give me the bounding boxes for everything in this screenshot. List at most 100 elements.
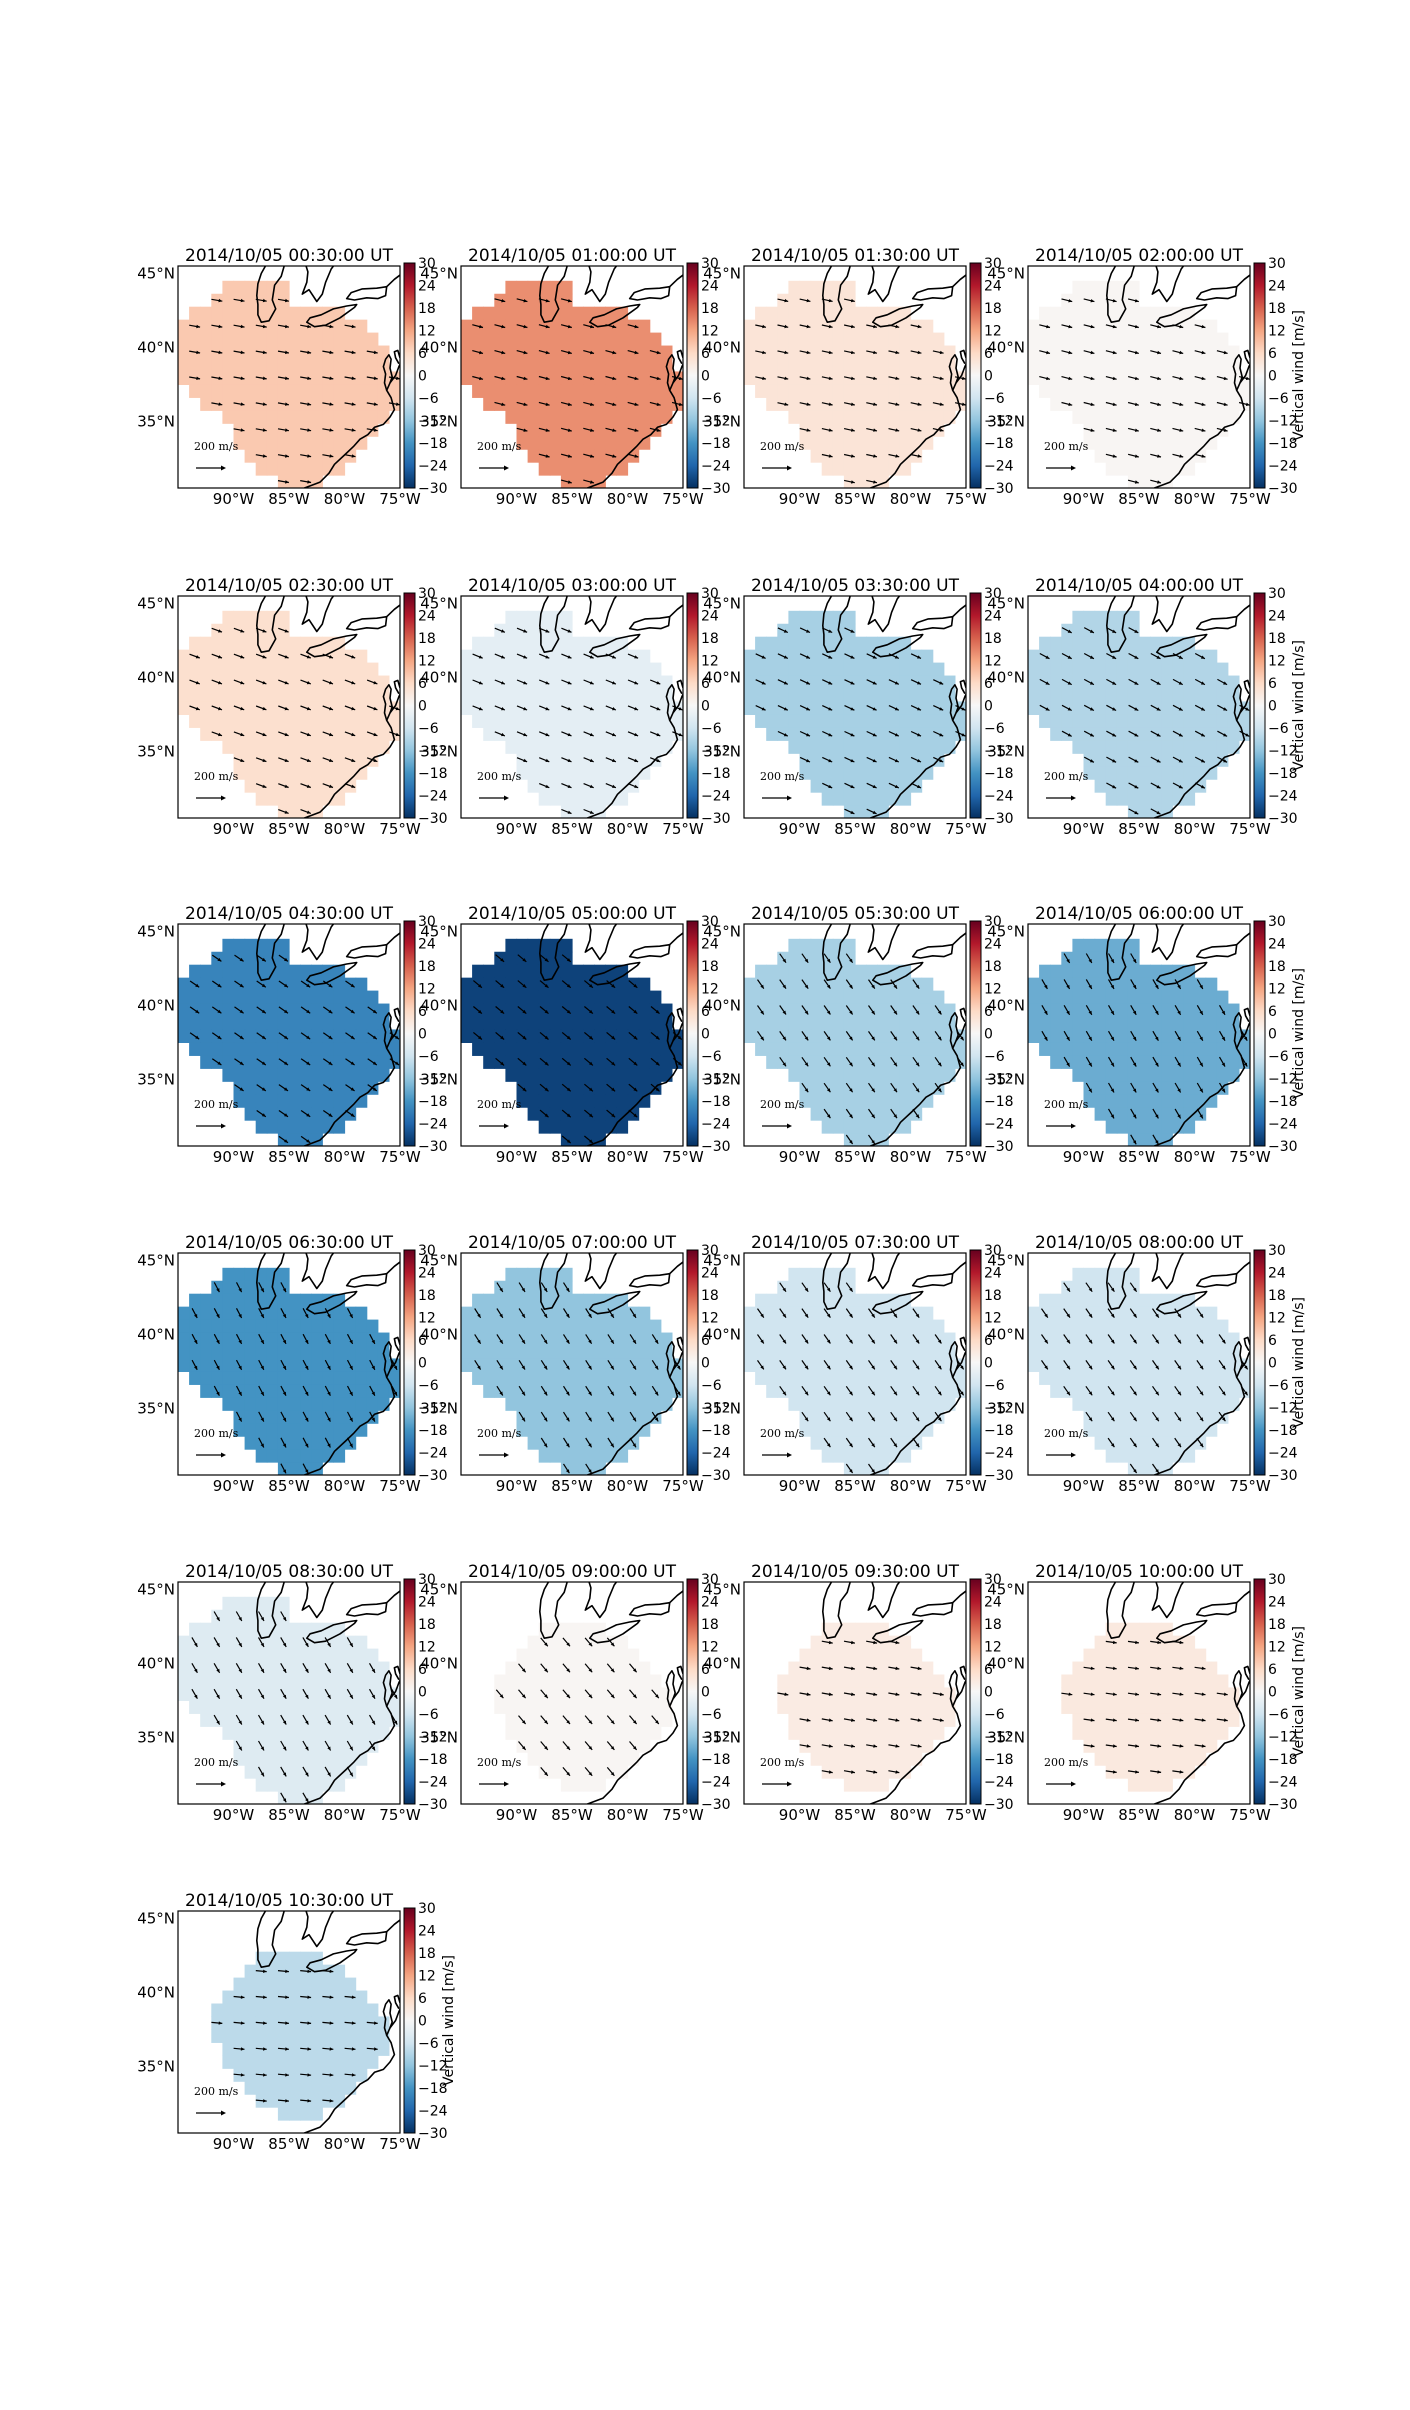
wind-cell — [616, 727, 629, 741]
wind-cell — [932, 662, 945, 677]
wind-cell — [255, 462, 268, 476]
wind-cell — [1039, 384, 1051, 398]
wind-arrow-head — [634, 758, 639, 762]
wind-cell — [788, 740, 801, 754]
wind-cell — [1150, 410, 1162, 424]
wind-cell — [222, 1384, 235, 1398]
wind-cell — [744, 358, 756, 373]
wind-cell — [572, 1055, 584, 1069]
wind-cell — [233, 688, 246, 703]
wind-cell — [1050, 701, 1062, 715]
wind-cell — [877, 423, 889, 437]
wind-cell — [660, 1029, 673, 1043]
wind-cell — [1094, 1003, 1107, 1018]
wind-cell — [832, 462, 845, 476]
wind-cell — [300, 332, 312, 347]
wind-cell — [366, 1397, 379, 1411]
wind-arrow-head — [939, 428, 944, 432]
wind-cell — [1116, 1016, 1129, 1031]
wind-cell — [1161, 740, 1173, 754]
wind-arrow-head — [501, 707, 505, 711]
wind-arrow-head — [828, 733, 833, 737]
wind-arrow-head — [1221, 1088, 1225, 1093]
wind-cell — [855, 1055, 867, 1069]
wind-cell — [766, 714, 778, 728]
wind-arrow-head — [218, 324, 223, 329]
wind-cell — [366, 332, 379, 347]
wind-cell — [1172, 1120, 1184, 1134]
wind-cell — [1072, 701, 1085, 715]
wind-cell — [1072, 688, 1085, 703]
wind-cell — [832, 727, 845, 741]
colorbar-tick-label: −12 — [418, 1072, 448, 1088]
wind-cell — [572, 1319, 584, 1334]
wind-cell — [910, 332, 923, 347]
wind-arrow-head — [917, 454, 922, 458]
wind-cell — [1127, 280, 1140, 295]
lake-outline — [1195, 615, 1238, 631]
wind-cell — [605, 410, 617, 424]
wind-cell — [1194, 1094, 1207, 1108]
wind-arrow-head — [611, 1009, 616, 1014]
wind-cell — [333, 977, 346, 992]
wind-cell — [1150, 1042, 1162, 1056]
wind-cell — [516, 436, 529, 450]
wind-cell — [461, 332, 473, 347]
wind-cell — [549, 610, 562, 625]
wind-cell — [921, 649, 934, 664]
coastline — [1232, 684, 1243, 721]
wind-cell — [921, 436, 934, 450]
wind-cell — [1105, 306, 1118, 321]
panel-title: 2014/10/05 04:30:00 UT — [185, 904, 394, 924]
quiver-key-head — [221, 1452, 226, 1458]
lat-tick-label: 40°N — [137, 996, 175, 1014]
wind-arrow-head — [218, 706, 222, 711]
wind-arrow-head — [961, 402, 966, 406]
wind-cell — [266, 1306, 279, 1321]
wind-cell — [866, 462, 878, 476]
wind-cell — [1150, 306, 1162, 321]
wind-cell — [572, 423, 584, 437]
wind-cell — [877, 306, 889, 321]
wind-arrow-head — [282, 1314, 286, 1318]
wind-cell — [549, 1068, 562, 1082]
wind-cell — [1127, 1068, 1140, 1082]
wind-cell — [572, 662, 584, 677]
wind-cell — [377, 384, 390, 398]
wind-arrow-head — [566, 1087, 571, 1092]
wind-arrow-head — [373, 428, 378, 432]
wind-cell — [1094, 1016, 1107, 1031]
wind-arrow-head — [329, 454, 334, 458]
wind-cell — [255, 1293, 268, 1308]
axes-frame — [460, 923, 684, 1147]
wind-arrow-head — [634, 428, 639, 432]
map-panel: 200 m/s45°N40°N35°N90°W 85°W 80°W 75°W — [137, 264, 421, 508]
wind-cell — [744, 1029, 756, 1043]
wind-cell — [289, 753, 301, 767]
wind-arrow-head — [1068, 402, 1073, 406]
wind-cell — [572, 649, 584, 664]
wind-cell — [1050, 1003, 1062, 1018]
wind-cell — [377, 1358, 390, 1372]
wind-cell — [899, 371, 912, 385]
wind-cell — [222, 727, 235, 741]
wind-arrow-head — [479, 350, 483, 355]
wind-cell — [1161, 436, 1173, 450]
colorbar-tick-label: 6 — [1268, 346, 1277, 362]
wind-cell — [461, 371, 473, 385]
wind-cell — [910, 384, 923, 398]
wind-arrow-head — [372, 1061, 377, 1065]
wind-cell — [377, 740, 390, 754]
wind-cell — [1083, 740, 1096, 754]
wind-cell — [1050, 727, 1062, 741]
wind-cell — [277, 990, 290, 1005]
wind-cell — [200, 675, 212, 690]
wind-arrow-head — [872, 707, 877, 711]
wind-cell — [222, 636, 235, 651]
wind-cell — [322, 1345, 334, 1360]
wind-cell — [899, 727, 912, 741]
wind-cell — [921, 675, 934, 690]
wind-cell — [583, 306, 595, 321]
wind-cell — [1127, 714, 1140, 728]
wind-arrow-head — [260, 1417, 264, 1422]
